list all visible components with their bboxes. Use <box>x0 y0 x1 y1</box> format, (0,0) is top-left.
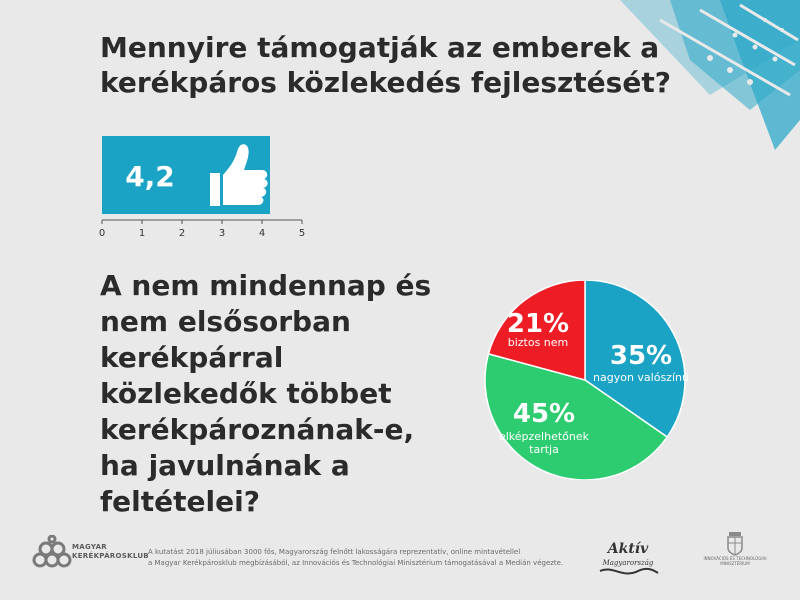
pie-label-biztos: biztos nem <box>508 336 569 349</box>
question-1-line: kerékpáros közlekedés fejlesztését? <box>100 66 671 99</box>
pie-pct-label-45: 45% <box>513 399 575 429</box>
question-2-line: feltételei? <box>100 485 260 518</box>
ministry-name: INNOVÁCIÓS ÉS TECHNOLÓGIAI MINISZTÉRIUM <box>695 556 775 566</box>
pie-pct-label-35: 35% <box>610 341 672 371</box>
question-1-title: Mennyire támogatják az emberek a kerékpá… <box>100 30 760 100</box>
ministry-line: INNOVÁCIÓS ÉS TECHNOLÓGIAI <box>703 556 767 561</box>
pie-slice-35 <box>584 280 686 439</box>
kerekparosklub-logo-text: MAGYAR KERÉKPÁROSKLUB <box>72 543 149 561</box>
thumbs-up-icon <box>210 144 268 206</box>
survey-note-line: A kutatást 2018 júliusában 3000 fős, Mag… <box>148 548 521 556</box>
rating-axis-ticks: 0 1 2 3 4 5 <box>99 220 305 239</box>
survey-note-line: a Magyar Kerékpárosklub megbízásából, az… <box>148 559 564 567</box>
question-2-line: közlekedők többet <box>100 377 392 410</box>
rating-tick-label: 0 <box>99 228 105 239</box>
rating-bar-chart: 4,2 0 1 2 3 4 5 <box>99 136 305 239</box>
pie-slice-45 <box>484 352 669 480</box>
rating-tick-label: 5 <box>299 228 305 239</box>
rating-value-label: 4,2 <box>125 160 175 193</box>
question-2-line: kerékpárral <box>100 341 284 374</box>
tire-tracks-decoration <box>620 0 800 150</box>
aktiv-magyarorszag-logo: Aktív Magyarország <box>599 541 659 575</box>
question-2-line: ha javulnának a <box>100 449 350 482</box>
kerekparosklub-logo <box>32 535 72 568</box>
question-2-line: kerékpároznának-e, <box>100 413 415 446</box>
ministry-line: MINISZTÉRIUM <box>720 561 750 566</box>
rating-tick-label: 4 <box>259 228 265 239</box>
pie-chart: 35% nagyon valószínű 45% elképzelhetőnek… <box>484 280 689 480</box>
pie-label-nagyon: nagyon valószínű <box>593 371 689 384</box>
question-2-line: A nem mindennap és <box>100 269 432 302</box>
logo-line: MAGYAR <box>72 543 107 551</box>
pie-label-tartja: tartja <box>529 443 559 456</box>
pie-slice-21 <box>487 280 586 381</box>
logo-line: KERÉKPÁROSKLUB <box>72 552 149 560</box>
question-2-title: A nem mindennap és nem elsősorban kerékp… <box>100 268 480 520</box>
rating-tick-label: 1 <box>139 228 145 239</box>
aktiv-logo-line: Magyarország <box>602 559 654 567</box>
aktiv-logo-line: Aktív <box>606 541 649 557</box>
ministry-crest-icon <box>727 532 743 556</box>
rating-tick-label: 2 <box>179 228 185 239</box>
question-1-line: Mennyire támogatják az emberek a <box>100 31 660 64</box>
pie-label-elkepzelheto: elképzelhetőnek <box>499 430 590 443</box>
rating-tick-label: 3 <box>219 228 225 239</box>
survey-note: A kutatást 2018 júliusában 3000 fős, Mag… <box>148 547 588 569</box>
question-2-line: nem elsősorban <box>100 305 351 338</box>
pie-pct-label-21: 21% <box>507 309 569 339</box>
